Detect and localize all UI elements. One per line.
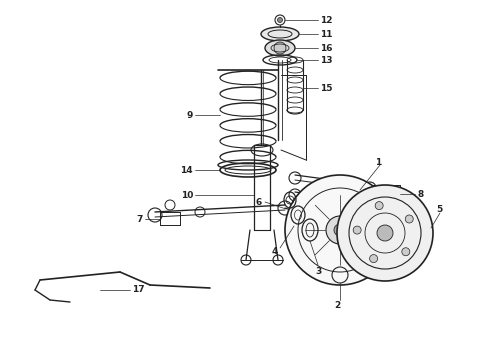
Text: 6: 6 (256, 198, 262, 207)
Circle shape (334, 224, 346, 236)
Text: 11: 11 (320, 30, 333, 39)
Text: 1: 1 (375, 158, 381, 166)
Circle shape (353, 226, 361, 234)
Text: 9: 9 (187, 111, 193, 120)
Ellipse shape (265, 40, 295, 56)
Circle shape (377, 225, 393, 241)
Circle shape (285, 175, 395, 285)
Text: 17: 17 (132, 285, 145, 294)
Text: 12: 12 (320, 15, 333, 24)
Circle shape (326, 216, 354, 244)
Text: 7: 7 (137, 215, 143, 224)
Text: 5: 5 (436, 204, 442, 213)
Text: 8: 8 (417, 189, 423, 198)
Text: 14: 14 (180, 166, 193, 175)
Circle shape (402, 248, 410, 256)
Circle shape (405, 215, 413, 223)
Text: 15: 15 (320, 84, 333, 93)
Circle shape (337, 185, 433, 281)
Text: 2: 2 (334, 301, 340, 310)
Ellipse shape (261, 27, 299, 41)
Circle shape (369, 255, 378, 262)
Text: 16: 16 (320, 44, 333, 53)
Circle shape (375, 202, 383, 210)
Circle shape (274, 42, 286, 54)
Text: 4: 4 (271, 248, 278, 256)
Text: 10: 10 (181, 190, 193, 199)
Circle shape (277, 18, 283, 23)
Text: 13: 13 (320, 55, 333, 64)
Text: 3: 3 (315, 267, 321, 276)
